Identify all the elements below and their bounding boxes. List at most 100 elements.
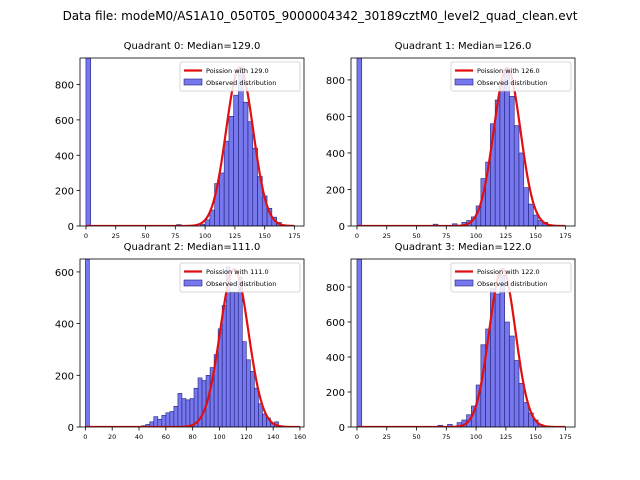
histogram-bar [528, 203, 534, 226]
y-tick-label: 0 [339, 222, 345, 233]
histogram-bar [356, 259, 363, 427]
x-tick-label: 100 [199, 232, 211, 240]
panel-title: Quadrant 3: Median=122.0 [395, 242, 532, 253]
histogram-bar [254, 387, 259, 427]
histogram-bar [177, 393, 183, 427]
panel-quadrant-1: Quadrant 1: Median=126.0 0 25 50 75 100 125 150… [326, 41, 576, 240]
axes-frame [350, 57, 576, 227]
x-tick-label: 75 [442, 433, 450, 441]
y-tick-label: 800 [326, 283, 345, 294]
x-tick-label: 40 [135, 433, 143, 441]
legend-entry: Observed distribution [477, 79, 547, 87]
x-tick-label: 0 [355, 433, 359, 441]
poisson-curve [85, 267, 300, 427]
poisson-curve [356, 66, 566, 226]
histogram-bar [494, 293, 501, 427]
x-tick-label: 50 [141, 232, 149, 240]
y-tick-label: 200 [55, 371, 74, 382]
histogram-bar [532, 214, 539, 226]
histogram-bar [219, 172, 225, 226]
panel-quadrant-2: Quadrant 2: Median=111.0 0 20 40 60 80 100 120 1… [55, 242, 306, 441]
legend-bar-swatch [454, 78, 474, 86]
y-tick-label: 0 [68, 423, 74, 434]
histogram-bar [499, 79, 506, 226]
legend-box [179, 61, 301, 92]
x-tick-label: 150 [529, 232, 541, 240]
y-tick-label: 600 [326, 318, 345, 329]
x-tick-label: 140 [267, 433, 279, 441]
y-tick-label: 400 [55, 320, 74, 331]
x-tick-label: 20 [108, 433, 116, 441]
legend-bar-swatch [183, 279, 203, 287]
legend-box [450, 262, 572, 293]
poisson-curve [356, 267, 566, 427]
histogram-bar [161, 415, 167, 427]
panel-title: Quadrant 0: Median=129.0 [124, 41, 261, 52]
x-tick-label: 25 [383, 232, 391, 240]
histogram-bar [189, 398, 195, 427]
histogram-bar [247, 121, 254, 226]
figure-title: Data file: modeM0/AS1A10_050T05_90000043… [63, 9, 578, 23]
histogram-bar [241, 341, 247, 427]
legend-entry: Poission with 126.0 [477, 67, 540, 75]
legend: Poission with 111.0 Observed distribution [179, 262, 301, 293]
histogram-bar [356, 58, 363, 226]
y-tick-label: 200 [326, 185, 345, 196]
histogram-bar [250, 371, 255, 427]
legend: Poission with 129.0 Observed distribution [179, 61, 301, 92]
y-tick-label: 600 [55, 116, 74, 127]
legend-entry: Observed distribution [206, 79, 276, 87]
x-tick-label: 100 [213, 433, 225, 441]
histogram-bar [513, 125, 520, 226]
legend: Poission with 126.0 Observed distribution [450, 61, 572, 92]
x-tick-label: 80 [189, 433, 197, 441]
axes-frame [79, 258, 305, 428]
x-tick-label: 120 [240, 433, 252, 441]
histogram-bar [169, 411, 175, 427]
histogram-bar [242, 101, 249, 226]
x-tick-label: 25 [112, 232, 120, 240]
panel-quadrant-0: Quadrant 0: Median=129.0 0 25 50 75 100 125 150… [55, 41, 305, 240]
x-tick-label: 150 [529, 433, 541, 441]
legend-box [450, 61, 572, 92]
legend-bar-swatch [183, 78, 203, 86]
histogram-bar [246, 359, 251, 427]
x-tick-label: 150 [258, 232, 270, 240]
histogram-bar [499, 274, 506, 427]
histogram-bar [504, 321, 510, 427]
x-tick-label: 0 [84, 232, 88, 240]
x-tick-label: 0 [355, 232, 359, 240]
histogram-bar [509, 96, 515, 226]
histogram-bar [518, 382, 525, 427]
histogram-bar [221, 305, 227, 427]
x-tick-label: 125 [500, 433, 512, 441]
legend-box [179, 262, 301, 293]
legend-entry: Poission with 129.0 [206, 67, 269, 75]
axes-frame [79, 57, 305, 227]
x-tick-label: 100 [470, 232, 482, 240]
histogram-bar [157, 418, 163, 427]
histogram-bar [153, 416, 159, 427]
histogram-bar [229, 292, 235, 427]
panel-title: Quadrant 2: Median=111.0 [124, 242, 261, 253]
y-tick-label: 400 [326, 353, 345, 364]
histogram-bar [258, 403, 263, 427]
x-tick-label: 0 [83, 433, 87, 441]
x-tick-label: 125 [229, 232, 241, 240]
y-tick-label: 800 [55, 81, 74, 92]
legend-entry: Poission with 111.0 [206, 268, 269, 276]
y-tick-label: 400 [326, 149, 345, 160]
x-tick-label: 50 [412, 232, 420, 240]
histogram-bar [237, 276, 243, 427]
x-tick-label: 175 [559, 232, 571, 240]
histogram-bar [447, 424, 453, 427]
y-tick-label: 400 [55, 151, 74, 162]
x-tick-label: 25 [383, 433, 391, 441]
histogram-bar [233, 94, 239, 226]
x-tick-label: 75 [442, 232, 450, 240]
histogram-bar [165, 412, 171, 427]
axes-frame [350, 258, 576, 428]
x-tick-label: 160 [294, 433, 306, 441]
legend-entry: Poission with 122.0 [477, 268, 540, 276]
